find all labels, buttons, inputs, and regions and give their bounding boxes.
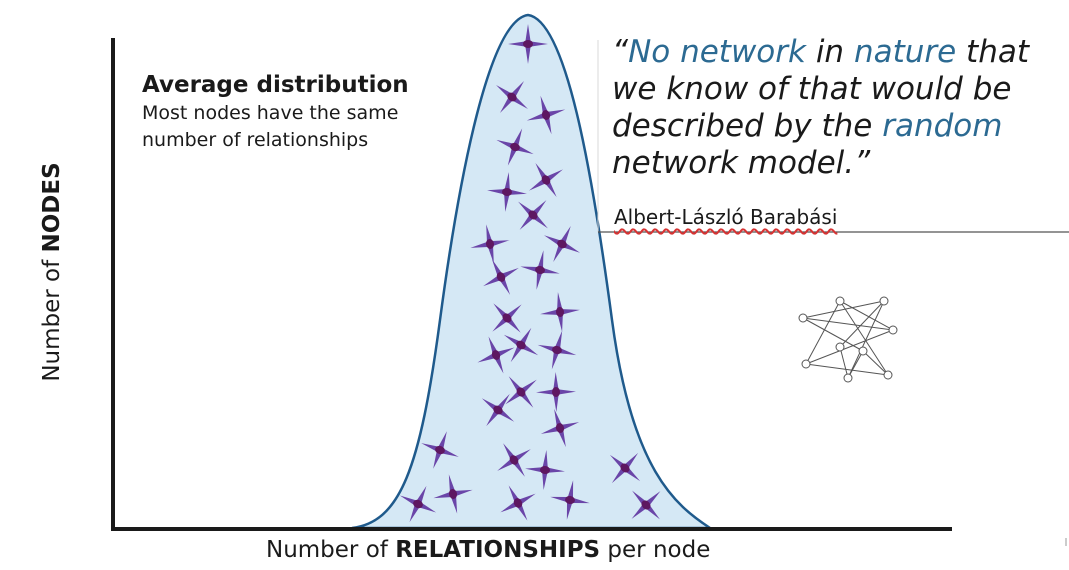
- star-node-icon: [537, 330, 577, 370]
- annotation-title: Average distribution: [142, 72, 409, 98]
- star-node-icon: [503, 327, 539, 363]
- quote-highlight-random: random: [882, 108, 1003, 144]
- star-node-icon: [525, 450, 565, 490]
- star-node-icon: [609, 452, 641, 484]
- star-node-icon: [492, 303, 522, 333]
- star-node-icon: [540, 292, 580, 332]
- star-node-icon: [536, 372, 576, 412]
- distribution-annotation: Average distribution Most nodes have the…: [142, 70, 472, 154]
- star-node-icon: [399, 485, 437, 523]
- y-axis-label: Number of NODES: [39, 162, 65, 382]
- star-node-icon: [433, 474, 473, 514]
- node-stars: [399, 24, 661, 523]
- star-node-icon: [520, 250, 560, 290]
- star-node-icon: [529, 163, 563, 197]
- quote-text: “No network in nature that we know of th…: [612, 34, 1030, 181]
- star-node-icon: [550, 480, 590, 520]
- star-node-icon: [487, 172, 527, 212]
- star-node-icon: [508, 24, 548, 64]
- bell-curve: [351, 13, 715, 530]
- x-axis-label: Number of RELATIONSHIPS per node: [266, 537, 711, 563]
- y-axis-label-strong: NODES: [39, 162, 65, 253]
- star-node-icon: [496, 128, 534, 166]
- star-node-icon: [631, 490, 661, 520]
- star-node-icon: [505, 376, 537, 408]
- quote-highlight-nature: nature: [853, 34, 957, 70]
- quote-author: Albert-László Barabási: [614, 205, 838, 229]
- star-node-icon: [477, 336, 515, 374]
- star-node-icon: [483, 259, 519, 295]
- random-network-icon: [798, 296, 898, 383]
- star-node-icon: [500, 485, 536, 521]
- quote-highlight-network: No network: [628, 34, 806, 70]
- annotation-description: Most nodes have the same number of relat…: [142, 102, 399, 151]
- x-axis-label-strong: RELATIONSHIPS: [395, 537, 601, 563]
- star-node-icon: [544, 226, 580, 262]
- star-node-icon: [540, 408, 580, 448]
- star-node-icon: [481, 393, 515, 427]
- star-node-icon: [518, 200, 548, 230]
- star-node-icon: [526, 95, 566, 135]
- star-node-icon: [421, 431, 459, 469]
- star-node-icon: [497, 443, 531, 477]
- star-node-icon: [470, 224, 510, 264]
- star-node-icon: [496, 81, 528, 113]
